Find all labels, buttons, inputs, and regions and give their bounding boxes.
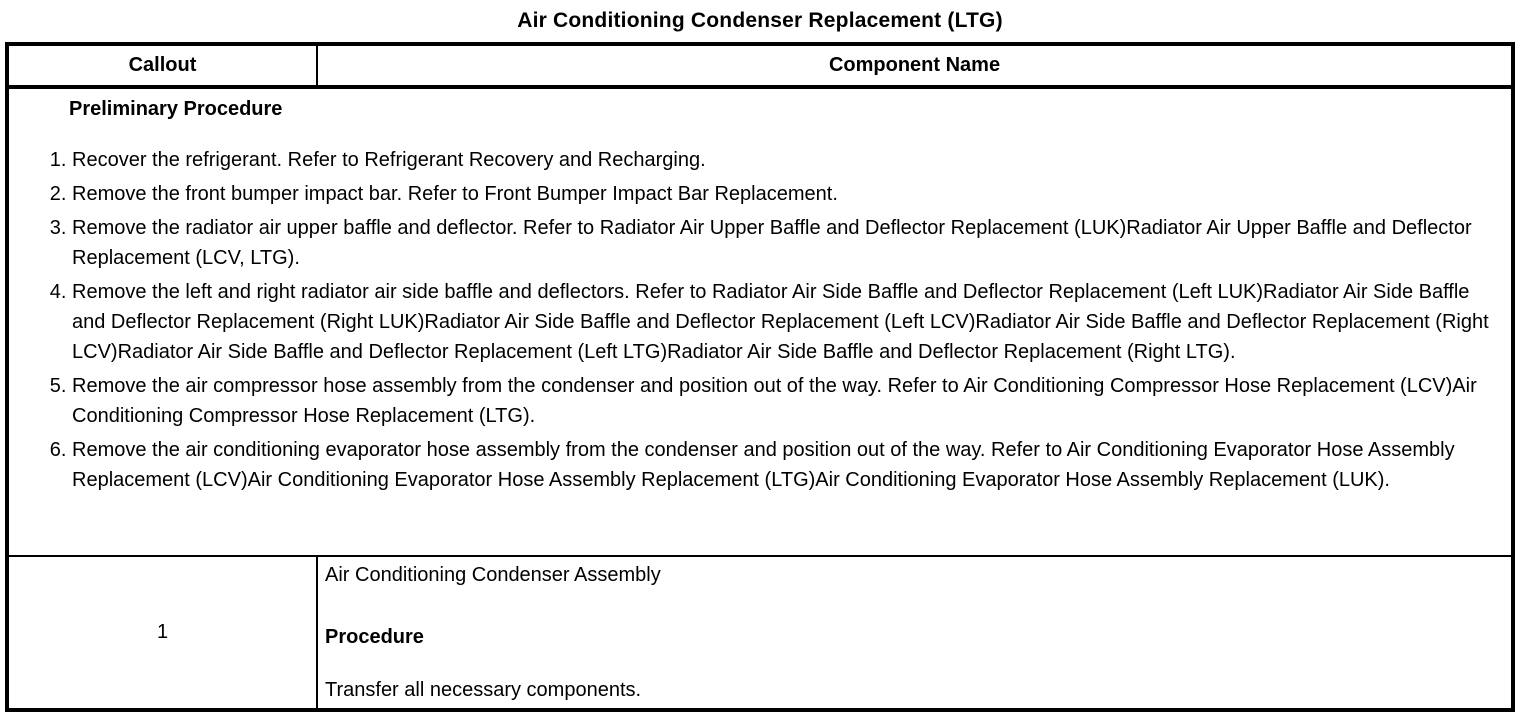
preliminary-steps-list: Recover the refrigerant. Refer to Refrig… [9,145,1507,495]
preliminary-procedure-heading: Preliminary Procedure [69,98,283,120]
component-header-cell: Component Name [318,46,1511,85]
component-procedure-text: Transfer all necessary components. [325,679,642,701]
procedure-step-3: Remove the radiator air upper baffle and… [72,213,1505,273]
procedure-step-6: Remove the air conditioning evaporator h… [72,435,1505,495]
callout-cell: 1 [9,557,318,708]
component-cell: Air Conditioning Condenser Assembly Proc… [318,557,1511,708]
procedure-step-4: Remove the left and right radiator air s… [72,277,1505,367]
preliminary-procedure-cell: Preliminary Procedure Recover the refrig… [9,89,1511,557]
procedure-table: Callout Component Name Preliminary Proce… [5,42,1515,712]
callout-number: 1 [156,621,169,643]
table-header-row: Callout Component Name [9,46,1511,89]
table-row: 1 Air Conditioning Condenser Assembly Pr… [9,557,1511,708]
procedure-step-2: Remove the front bumper impact bar. Refe… [72,179,1505,209]
callout-header-cell: Callout [9,46,318,85]
component-header-label: Component Name [828,54,1001,76]
page-title: Air Conditioning Condenser Replacement (… [517,9,1003,32]
procedure-step-5: Remove the air compressor hose assembly … [72,371,1505,431]
component-procedure-heading: Procedure [325,626,424,648]
procedure-step-1: Recover the refrigerant. Refer to Refrig… [72,145,1505,175]
callout-header-label: Callout [128,54,197,76]
component-name-text: Air Conditioning Condenser Assembly [325,564,661,586]
